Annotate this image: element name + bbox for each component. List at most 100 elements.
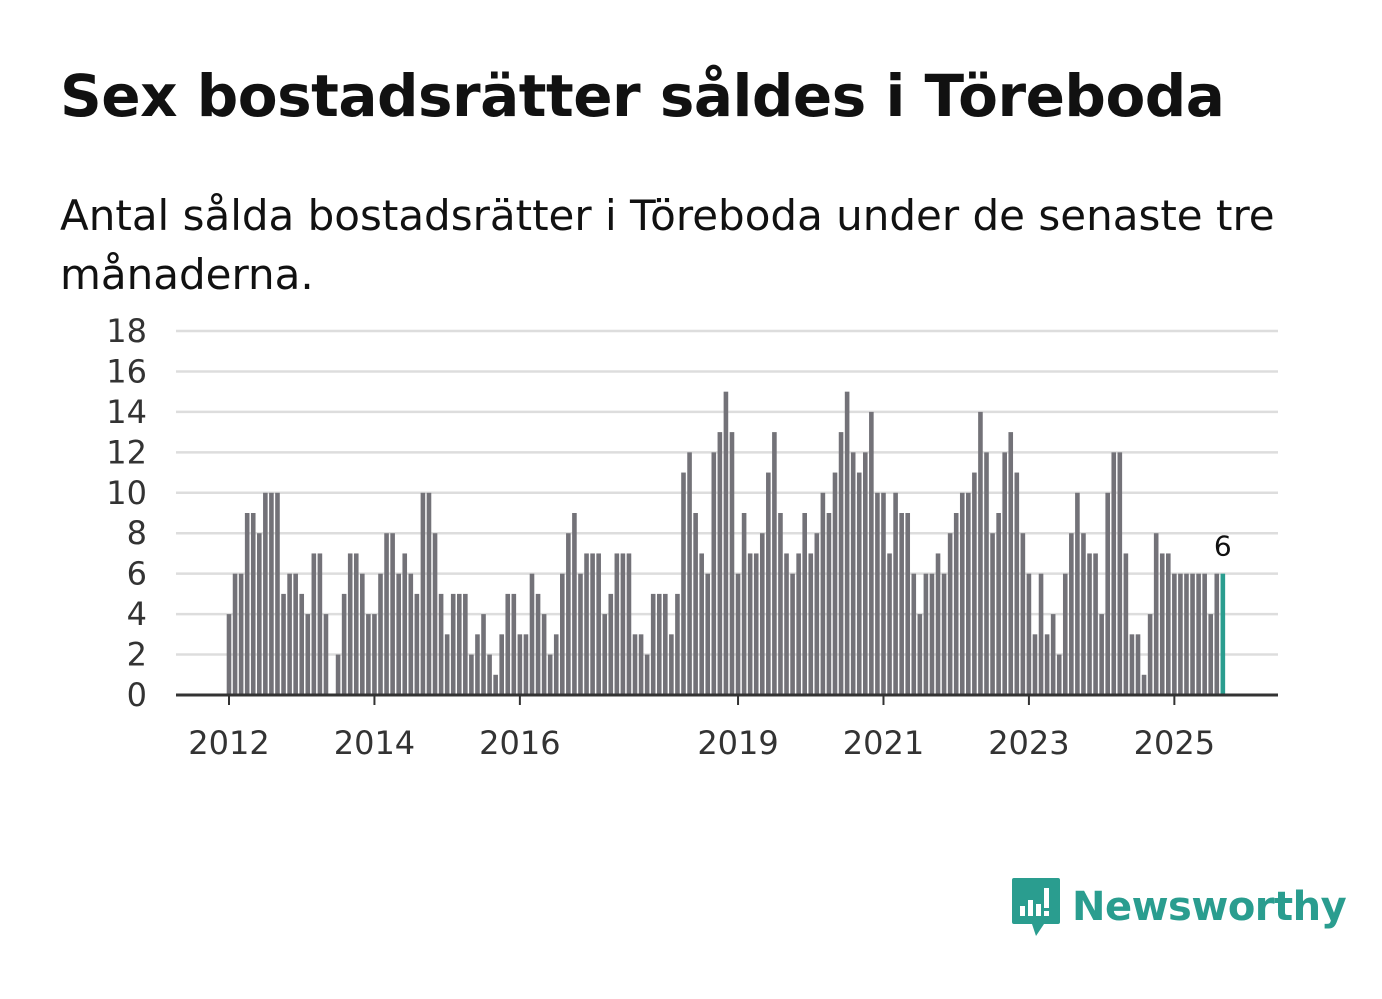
bar (1044, 634, 1050, 695)
bar (844, 391, 850, 695)
bar (966, 492, 971, 695)
bar (614, 553, 620, 695)
bar (590, 553, 595, 695)
bar (1123, 553, 1129, 695)
y-tick-label: 0 (127, 676, 147, 714)
bar (535, 593, 541, 695)
bar (741, 513, 747, 695)
bar (1075, 492, 1080, 695)
bar (432, 533, 438, 695)
bar (941, 573, 947, 695)
bar (869, 411, 874, 695)
bar (917, 614, 923, 695)
bar (238, 573, 244, 695)
bar (463, 593, 468, 695)
bar (372, 614, 377, 695)
bar (790, 573, 795, 695)
bar (1056, 654, 1062, 695)
bar (529, 573, 535, 695)
bar (341, 593, 347, 695)
bar (1099, 614, 1104, 695)
bar (953, 513, 959, 695)
bar (881, 492, 886, 695)
bar (572, 513, 577, 695)
bar (1062, 573, 1068, 695)
bar (1208, 614, 1214, 695)
bar (317, 553, 323, 695)
bar (687, 452, 692, 695)
bar (772, 432, 777, 695)
y-tick-label: 4 (127, 595, 147, 633)
bar (723, 391, 729, 695)
bar (905, 513, 911, 695)
bar (311, 553, 317, 695)
x-tick-label: 2016 (479, 724, 560, 762)
bar (632, 634, 638, 695)
bar (444, 634, 450, 695)
bar (523, 634, 529, 695)
bar (656, 593, 662, 695)
bar (863, 452, 868, 695)
bar (232, 573, 238, 695)
bar (766, 472, 771, 695)
bar (553, 634, 559, 695)
bar (959, 492, 965, 695)
bar (378, 573, 383, 695)
bar (481, 614, 486, 695)
bars (226, 391, 1226, 695)
bar (1153, 533, 1159, 695)
bar (663, 593, 668, 695)
brand-name: Newsworthy (1072, 884, 1347, 930)
x-tick-label: 2014 (334, 724, 415, 762)
bar (711, 452, 717, 695)
bar (263, 492, 268, 695)
bar (826, 513, 832, 695)
bar (547, 654, 553, 695)
bar (426, 492, 432, 695)
bar (850, 452, 856, 695)
bar (1129, 634, 1135, 695)
bar (1166, 553, 1171, 695)
bar (1141, 674, 1147, 695)
bar (578, 573, 583, 695)
bar (626, 553, 632, 695)
bar (608, 593, 614, 695)
bar (984, 452, 989, 695)
bar (402, 553, 408, 695)
bar (638, 634, 644, 695)
bar (438, 593, 444, 695)
bar (1069, 533, 1074, 695)
bar (414, 593, 420, 695)
chart-subtitle: Antal sålda bostadsrätter i Töreboda und… (60, 191, 1275, 299)
bar (505, 593, 511, 695)
bar (784, 553, 789, 695)
bar (390, 533, 395, 695)
bar (978, 411, 983, 695)
bar (244, 513, 250, 695)
bar (420, 492, 426, 695)
y-tick-label: 12 (106, 433, 147, 471)
bar (705, 573, 711, 695)
bar (269, 492, 274, 695)
bar (1135, 634, 1141, 695)
bar (596, 553, 601, 695)
bar (972, 472, 977, 695)
bar (1147, 614, 1153, 695)
x-tick-label: 2019 (697, 724, 778, 762)
bar (250, 513, 256, 695)
y-tick-label: 18 (106, 312, 147, 350)
bar (620, 553, 626, 695)
y-tick-label: 6 (127, 555, 147, 593)
chart-title: Sex bostadsrätter såldes i Töreboda (60, 62, 1225, 130)
bar (699, 553, 704, 695)
bar (493, 674, 498, 695)
bar (257, 533, 262, 695)
bar (778, 513, 783, 695)
bar (1220, 573, 1226, 695)
bar (323, 614, 329, 695)
y-tick-label: 2 (127, 636, 147, 674)
bar (1117, 452, 1123, 695)
bar (1159, 553, 1165, 695)
x-tick-label: 2023 (988, 724, 1069, 762)
bar (560, 573, 565, 695)
